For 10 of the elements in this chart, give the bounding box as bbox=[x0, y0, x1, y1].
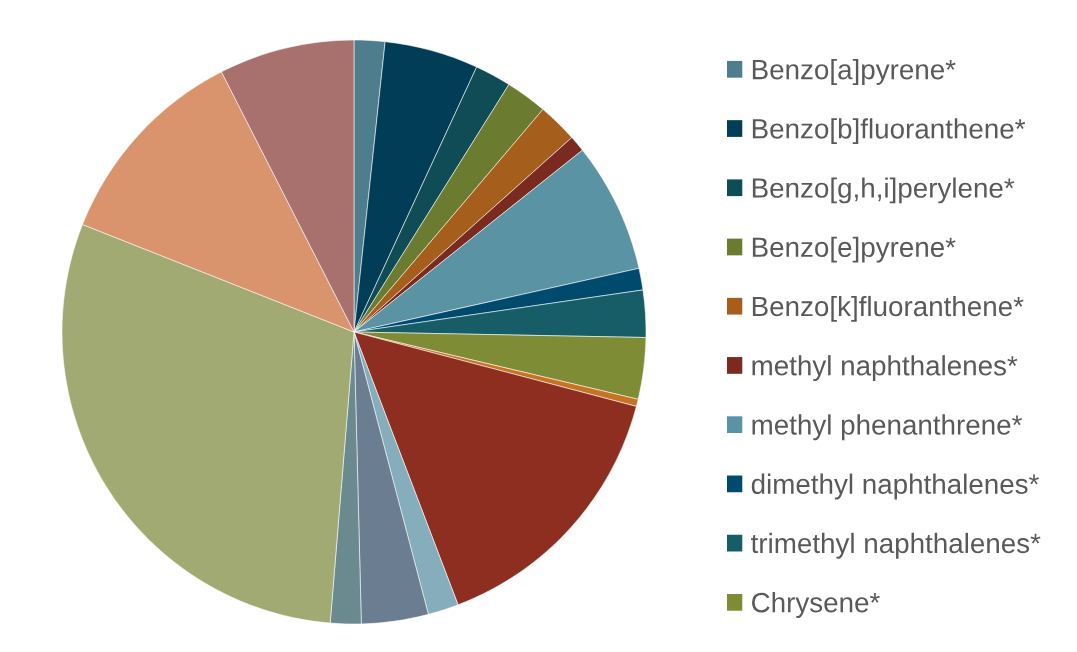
legend-label: Benzo[e]pyrene* bbox=[752, 236, 956, 263]
legend-label: Benzo[g,h,i]perylene* bbox=[752, 177, 1015, 204]
legend-label: methyl naphthalenes* bbox=[752, 355, 1018, 382]
legend-label: Chrysene* bbox=[752, 592, 880, 618]
legend-label: Benzo[b]fluoranthene* bbox=[752, 118, 1026, 145]
legend-label: Benzo[k]fluoranthene* bbox=[752, 295, 1024, 322]
legend-label: Benzo[a]pyrene* bbox=[752, 59, 956, 85]
legend-label: trimethyl naphthalenes* bbox=[751, 532, 1041, 559]
legend-label: dimethyl naphthalenes* bbox=[751, 473, 1039, 500]
legend-label: methyl phenanthrene* bbox=[752, 414, 1022, 441]
